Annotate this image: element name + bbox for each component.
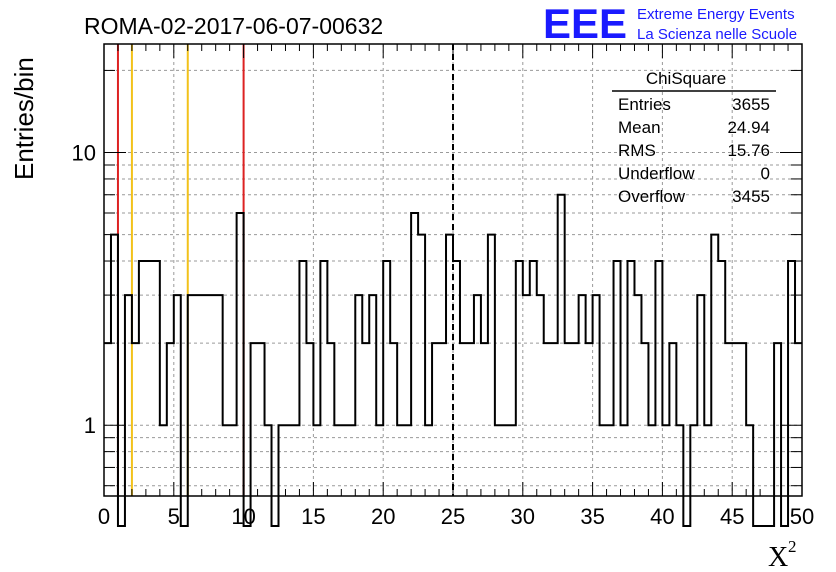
stats-label: Underflow: [618, 164, 695, 183]
x-tick-label: 10: [231, 504, 255, 529]
x-tick-label: 30: [511, 504, 535, 529]
x-tick-label: 25: [441, 504, 465, 529]
eee-logo: EEE: [543, 0, 627, 47]
y-axis-label: Entries/bin: [9, 57, 39, 180]
stats-label: Entries: [618, 95, 671, 114]
marker-lines: [116, 44, 454, 496]
stats-label: Overflow: [618, 187, 686, 206]
logo-subtitle-2: La Scienza nelle Scuole: [637, 26, 797, 43]
stats-value: 3655: [732, 95, 770, 114]
x-tick-label: 50: [790, 504, 814, 529]
stats-label: RMS: [618, 141, 656, 160]
x-axis-label-superscript: 2: [788, 537, 797, 556]
x-axis-label: X: [768, 542, 788, 572]
x-tick-label: 40: [650, 504, 674, 529]
stats-value: 0: [761, 164, 770, 183]
x-tick-label: 35: [580, 504, 604, 529]
x-tick-label: 0: [98, 504, 110, 529]
run-title: ROMA-02-2017-06-07-00632: [84, 13, 383, 39]
x-tick-label: 15: [301, 504, 325, 529]
stats-box: ChiSquare Entries 3655 Mean 24.94 RMS 15.76 Un…: [612, 69, 776, 206]
stats-label: Mean: [618, 118, 661, 137]
stats-value: 15.76: [727, 141, 770, 160]
x-tick-label: 5: [168, 504, 180, 529]
tick-labels: 0 5 10 15 20 25 30 35 40 45 50 1 10: [72, 141, 815, 529]
y-tick-label: 10: [72, 141, 96, 166]
logo-subtitle-1: Extreme Energy Events: [637, 6, 795, 23]
y-tick-label: 1: [84, 413, 96, 438]
stats-title: ChiSquare: [646, 69, 726, 88]
stats-value: 24.94: [727, 118, 770, 137]
axes: [103, 43, 803, 497]
x-tick-label: 45: [720, 504, 744, 529]
x-tick-label: 20: [371, 504, 395, 529]
histogram-line: [104, 193, 802, 527]
stats-value: 3455: [732, 187, 770, 206]
